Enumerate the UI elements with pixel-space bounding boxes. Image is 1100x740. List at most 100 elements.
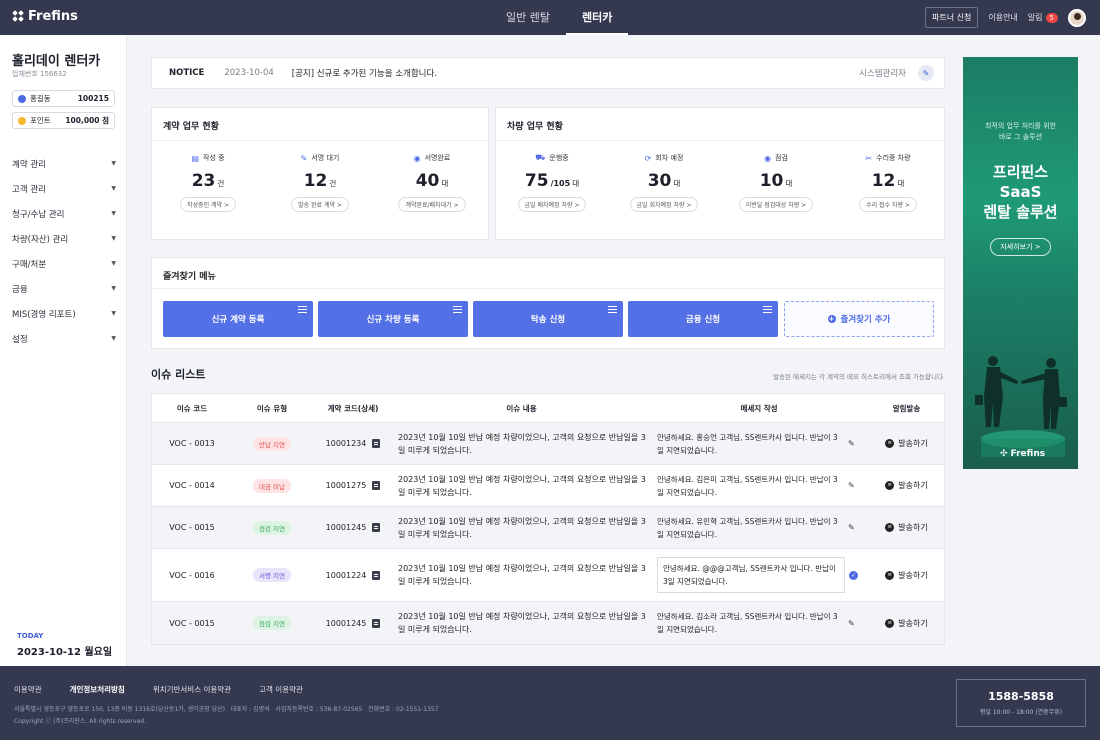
partner-apply-button[interactable]: 파트너 신청 <box>925 7 979 28</box>
tab-rentcar[interactable]: 렌터카 <box>565 0 629 35</box>
stat-value: 30 <box>647 171 672 191</box>
ad-headline: 프리핀스 <box>992 163 1049 181</box>
stat-link-button[interactable]: 발송 완료 계약 > <box>291 197 349 212</box>
issue-code: VOC - 0015 <box>169 523 215 532</box>
avatar[interactable] <box>1068 8 1086 27</box>
company-number: 업체번호 156632 <box>12 70 67 78</box>
chevron-down-icon: ▼ <box>111 310 116 317</box>
document-icon[interactable] <box>372 618 381 628</box>
add-favorite-button[interactable]: + 즐겨찾기 추가 <box>784 301 934 337</box>
fav-button-label: 신규 계약 등록 <box>211 315 265 325</box>
sidebar: 홀리데이 렌터카 업체번호 156632 홍길동 100215 포인트 100,… <box>0 35 127 666</box>
stat-unit: 건 <box>217 179 225 188</box>
message-input[interactable]: 안녕하세요. @@@고객님, SS렌트카사 입니다. 반납이 3일 지연되었습니… <box>657 557 845 593</box>
send-button[interactable]: ≡ 발송하기 <box>869 522 944 533</box>
point-chip[interactable]: 포인트 100,000 점 <box>12 112 115 129</box>
footer-link-customer[interactable]: 고객 이용약관 <box>259 685 303 694</box>
document-icon[interactable] <box>372 439 381 448</box>
sidebar-item-mis[interactable]: MIS(경영 리포트) ▼ <box>12 301 116 326</box>
logo-icon <box>12 10 24 22</box>
footer-tel: 전화번호 : 02-1551-1357 <box>368 706 439 713</box>
alarm-link[interactable]: 알림 5 <box>1028 12 1058 23</box>
pen-icon: ✎ <box>300 153 308 163</box>
app-logo[interactable]: Frefins <box>12 9 78 24</box>
issue-code: VOC - 0016 <box>169 570 215 580</box>
stat-link-button[interactable]: 이번달 점검대상 차량 > <box>738 197 814 212</box>
stat-link-button[interactable]: 금일 배차예정 차량 > <box>517 197 587 212</box>
stat-value: 10 <box>759 171 784 191</box>
sidebar-item-label: 청구/수납 관리 <box>12 209 65 220</box>
contract-code: 10001245 <box>325 618 367 628</box>
fav-delivery-button[interactable]: 탁송 신청 <box>473 301 623 337</box>
issue-type-badge: 대금 미납 <box>253 478 291 493</box>
drag-handle-icon[interactable] <box>608 306 617 315</box>
document-icon[interactable] <box>372 481 381 490</box>
footer-address: 서울특별시 영등포구 영등포로 150, 13층 비동 1316호(당산동1가,… <box>14 706 225 713</box>
ad-banner[interactable]: 최적의 업무 처리를 위한 바로 그 솔루션 프리핀스 SaaS 렌탈 솔루션 자세히… <box>963 57 1078 469</box>
chevron-down-icon: ▼ <box>111 160 116 167</box>
stat-link-button[interactable]: 금일 회차예정 차량 > <box>629 197 699 212</box>
stat-unit: 대 <box>441 179 449 188</box>
stat-inspection: ◉ 점검 10 대 이번달 점검대상 차량 > <box>720 153 832 212</box>
handshake-illustration <box>975 356 1067 457</box>
chevron-down-icon: ▼ <box>111 210 116 217</box>
message-text[interactable]: 안녕하세요. 김소라 고객님, SS렌트카사 입니다. 반납이 3일 지연되었습… <box>657 612 838 634</box>
guide-link[interactable]: 이용안내 <box>988 13 1018 22</box>
sidebar-item-billing[interactable]: 청구/수납 관리 ▼ <box>12 201 116 226</box>
check-icon[interactable]: ✓ <box>849 570 858 580</box>
wrench-icon: ✂ <box>865 153 873 163</box>
sidebar-item-contract[interactable]: 계약 관리 ▼ <box>12 151 116 176</box>
stat-link-button[interactable]: 수리 접수 차량 > <box>859 197 917 212</box>
message-text[interactable]: 안녕하세요. 유민혁 고객님, SS렌트카사 입니다. 반납이 3일 지연되었습… <box>657 516 838 539</box>
chevron-down-icon: ▼ <box>111 285 116 292</box>
customer-center-phone[interactable]: 1588-5858 <box>988 690 1054 703</box>
stat-label: 수리중 차량 <box>876 154 911 162</box>
drag-handle-icon[interactable] <box>298 306 307 315</box>
message-text[interactable]: 안녕하세요. 홍승언 고객님, SS렌트카사 입니다. 반납이 3일 지연되었습… <box>657 432 838 455</box>
send-button[interactable]: ≡ 발송하기 <box>869 570 944 581</box>
sidebar-item-vehicle[interactable]: 차량(자산) 관리 ▼ <box>12 226 116 251</box>
stat-link-button[interactable]: 계약완료/배차대기 > <box>398 197 466 212</box>
chevron-down-icon: ▼ <box>111 260 116 267</box>
footer-link-location[interactable]: 위치기반서비스 이용약관 <box>152 685 232 694</box>
message-text[interactable]: 안녕하세요. 김은미 고객님, SS렌트카사 입니다. 반납이 3일 지연되었습… <box>657 474 838 497</box>
pencil-icon[interactable]: ✎ <box>848 439 855 448</box>
ad-text: 최적의 업무 처리를 위한 <box>984 122 1057 130</box>
table-row: VOC - 0013 반납 지연 10001234 2023년 10월 10일 … <box>152 423 944 465</box>
footer-link-privacy[interactable]: 개인정보처리방침 <box>69 685 125 694</box>
issue-content: 2023년 10월 10일 반납 예정 차량이었으나, 고객의 요청으로 반납일… <box>398 432 646 455</box>
fav-finance-button[interactable]: 금융 신청 <box>628 301 778 337</box>
pencil-icon[interactable]: ✎ <box>848 618 855 628</box>
notice-bar: NOTICE 2023-10-04 [공지] 신규로 추가된 기능을 소개합니다… <box>151 57 945 89</box>
plus-icon: + <box>827 315 836 323</box>
issue-content: 2023년 10월 10일 반납 예정 차량이었으나, 고객의 요청으로 반납일… <box>398 474 646 497</box>
ad-more-button[interactable]: 자세히보기 > <box>990 238 1051 256</box>
pencil-icon[interactable]: ✎ <box>848 481 855 490</box>
fav-new-contract-button[interactable]: 신규 계약 등록 <box>163 301 313 337</box>
send-button[interactable]: ≡ 발송하기 <box>869 480 944 491</box>
fav-new-vehicle-button[interactable]: 신규 차량 등록 <box>318 301 468 337</box>
edit-icon[interactable]: ✎ <box>918 65 934 81</box>
drag-handle-icon[interactable] <box>763 306 772 315</box>
tab-general-rental[interactable]: 일반 렌탈 <box>506 11 550 24</box>
sidebar-item-settings[interactable]: 설정 ▼ <box>12 326 116 351</box>
send-label: 발송하기 <box>898 523 928 532</box>
stat-unit: 대 <box>785 179 793 188</box>
issue-code: VOC - 0013 <box>169 439 215 448</box>
footer-link-terms[interactable]: 이용약관 <box>14 685 42 694</box>
stat-link-button[interactable]: 작성중인 계약 > <box>180 197 236 212</box>
sidebar-item-finance[interactable]: 금융 ▼ <box>12 276 116 301</box>
pencil-icon[interactable]: ✎ <box>848 523 855 532</box>
stat-unit: 건 <box>329 179 337 188</box>
sidebar-item-customer[interactable]: 고객 관리 ▼ <box>12 176 116 201</box>
drag-handle-icon[interactable] <box>453 306 462 315</box>
table-row: VOC - 0015 점검 지연 10001245 2023년 10월 10일 … <box>152 507 944 549</box>
send-button[interactable]: ≡ 발송하기 <box>869 618 944 629</box>
document-icon[interactable] <box>372 523 381 532</box>
user-chip[interactable]: 홍길동 100215 <box>12 90 115 107</box>
sidebar-item-purchase[interactable]: 구매/처분 ▼ <box>12 251 116 276</box>
document-icon[interactable] <box>372 570 381 580</box>
table-row: VOC - 0014 대금 미납 10001275 2023년 10월 10일 … <box>152 465 944 507</box>
notice-message[interactable]: [공지] 신규로 추가된 기능을 소개합니다. <box>291 69 438 79</box>
send-button[interactable]: ≡ 발송하기 <box>869 438 944 449</box>
